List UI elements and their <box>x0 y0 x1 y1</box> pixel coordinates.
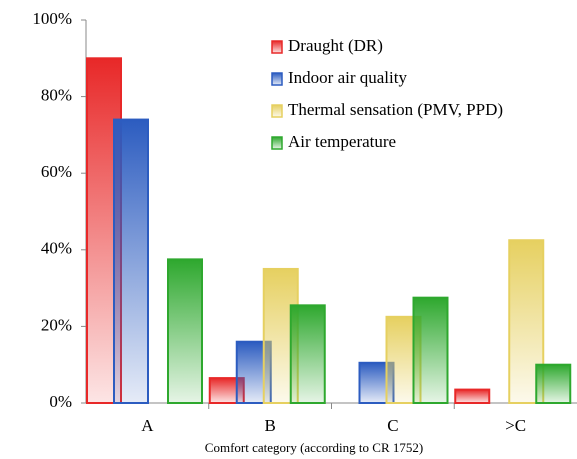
y-tick-label: 80% <box>41 86 72 105</box>
y-tick-label: 100% <box>32 9 72 28</box>
bar <box>535 363 572 405</box>
legend-swatch <box>271 72 283 86</box>
y-tick-label: 60% <box>41 162 72 181</box>
bar <box>289 304 326 404</box>
x-tick-label: >C <box>505 416 526 435</box>
legend-swatch <box>271 104 283 118</box>
y-tick-label: 40% <box>41 239 72 258</box>
legend-label: Thermal sensation (PMV, PPD) <box>288 100 503 119</box>
bar <box>454 388 491 405</box>
x-tick-label: C <box>387 416 398 435</box>
legend-swatch <box>271 40 283 54</box>
y-tick-label: 0% <box>49 392 72 411</box>
bar <box>113 118 149 405</box>
bar <box>412 296 449 404</box>
y-tick-label: 20% <box>41 315 72 334</box>
legend-swatch <box>271 136 283 150</box>
x-tick-label: A <box>141 416 154 435</box>
x-tick-label: B <box>264 416 275 435</box>
x-axis-label: Comfort category (according to CR 1752) <box>205 440 423 455</box>
legend-label: Draught (DR) <box>288 36 383 55</box>
legend-label: Air temperature <box>288 132 396 151</box>
legend-label: Indoor air quality <box>288 68 407 87</box>
bar <box>167 258 203 404</box>
